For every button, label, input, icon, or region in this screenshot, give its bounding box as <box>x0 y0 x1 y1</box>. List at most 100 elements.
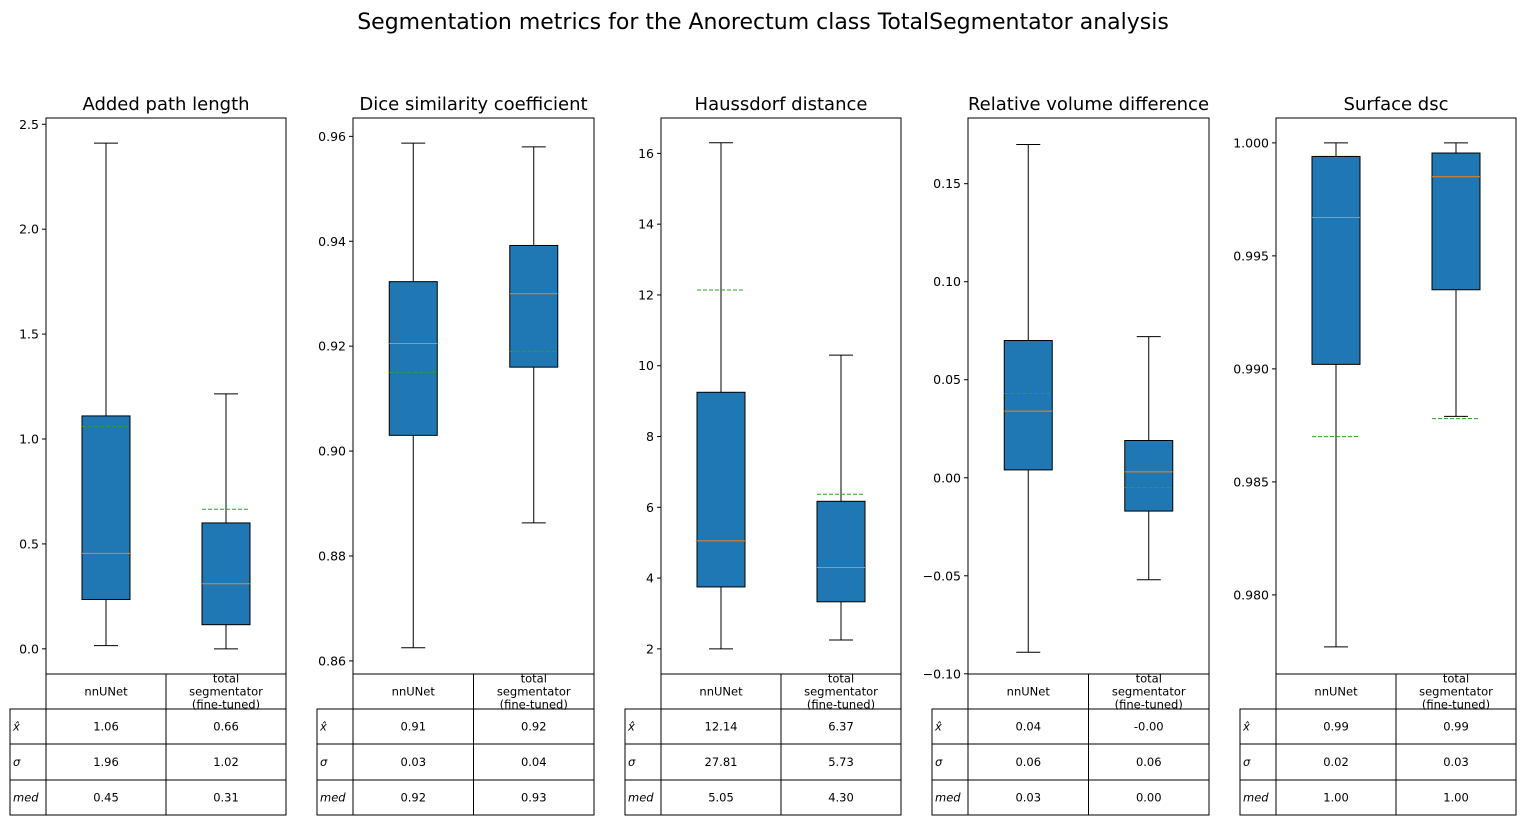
table-value: 5.73 <box>828 755 854 769</box>
column-header-line: total <box>1136 672 1162 686</box>
column-header-line: (fine-tuned) <box>500 698 568 712</box>
table-row-label: x̂ <box>12 720 20 734</box>
y-tick-label: 0.10 <box>933 274 961 289</box>
y-tick-label: 14 <box>638 217 654 232</box>
column-header-line: (fine-tuned) <box>1422 698 1490 712</box>
table-value: 0.03 <box>1015 791 1041 805</box>
table-row-label: x̂ <box>627 720 635 734</box>
box-nnunet <box>388 142 438 649</box>
iqr-box <box>81 415 131 601</box>
column-header-line: nnUNet <box>1314 685 1358 699</box>
y-tick-label: 0.0 <box>19 641 39 656</box>
column-header-line: total <box>828 672 854 686</box>
box-nnunet <box>696 142 746 650</box>
y-tick-label: 0.990 <box>1233 361 1269 376</box>
box-totalsegmentator <box>1431 142 1481 420</box>
column-header-line: segmentator <box>1112 685 1186 699</box>
table-row-label: σ <box>320 755 328 769</box>
table-column-header: total segmentator (fine-tuned) <box>804 672 878 712</box>
table-value: 0.31 <box>213 791 239 805</box>
column-header-line: nnUNet <box>1007 685 1051 699</box>
y-tick-label: 0.985 <box>1233 474 1269 489</box>
y-tick-label: 1.000 <box>1233 135 1269 150</box>
y-tick-label: 10 <box>638 358 654 373</box>
table-row-label: x̂ <box>934 720 942 734</box>
panel-2: Dice similarity coefficient 0.86 0.88 0.90 0… <box>316 94 595 816</box>
box-nnunet <box>1003 143 1053 653</box>
y-tick-label: 0.86 <box>318 653 346 668</box>
y-tick-label: 8 <box>646 429 654 444</box>
stats-table: nnUNet total segmentator (fine-tuned) x̂ 0.91… <box>316 672 595 816</box>
box-totalsegmentator <box>1124 336 1174 581</box>
table-column-header: total segmentator (fine-tuned) <box>497 672 571 712</box>
table-cell <box>1395 779 1517 816</box>
table-row-label: med <box>935 791 961 805</box>
y-tick-label: 0.94 <box>318 234 346 249</box>
iqr-box <box>1124 440 1174 512</box>
table-column-header: total segmentator (fine-tuned) <box>1419 672 1493 712</box>
table-value: 0.04 <box>1015 720 1041 734</box>
iqr-box <box>201 522 251 626</box>
iqr-box <box>1003 340 1053 471</box>
table-value: 1.00 <box>1443 791 1469 805</box>
table-value: 4.30 <box>828 791 854 805</box>
column-header-line: (fine-tuned) <box>807 698 875 712</box>
y-tick-label: 0.88 <box>318 548 346 563</box>
y-tick-label: 12 <box>638 287 654 302</box>
table-value: 0.00 <box>1136 791 1162 805</box>
table-row-label: σ <box>13 755 21 769</box>
figure-title: Segmentation metrics for the Anorectum c… <box>357 10 1169 35</box>
table-value: 0.04 <box>521 755 547 769</box>
box-totalsegmentator <box>509 146 559 524</box>
box-nnunet <box>1311 142 1361 648</box>
table-value: 0.45 <box>93 791 119 805</box>
y-tick-label: 0.980 <box>1233 587 1269 602</box>
table-value: 1.96 <box>93 755 119 769</box>
y-tick-label: 0.05 <box>933 372 961 387</box>
table-value: 12.14 <box>705 720 738 734</box>
table-row-label: med <box>320 791 346 805</box>
table-cell <box>473 779 595 816</box>
panel-4: Relative volume difference −0.10 −0.05 0.00… <box>923 94 1210 816</box>
table-value: 0.99 <box>1323 720 1349 734</box>
y-tick-label: 0.5 <box>19 536 39 551</box>
table-value: 1.00 <box>1323 791 1349 805</box>
table-value: 0.03 <box>400 755 426 769</box>
table-row-label: σ <box>628 755 636 769</box>
column-header-line: nnUNet <box>392 685 436 699</box>
column-header-line: segmentator <box>804 685 878 699</box>
iqr-box <box>1311 155 1361 365</box>
table-column-header: nnUNet <box>392 685 436 699</box>
y-tick-label: 2.5 <box>19 117 39 132</box>
column-header-line: segmentator <box>497 685 571 699</box>
y-tick-label: 0.995 <box>1233 248 1269 263</box>
table-column-header: total segmentator (fine-tuned) <box>1112 672 1186 712</box>
y-tick-label: 1.0 <box>19 432 39 447</box>
table-value: 0.02 <box>1323 755 1349 769</box>
y-tick-label: 4 <box>646 571 654 586</box>
table-column-header: nnUNet <box>1007 685 1051 699</box>
column-header-line: nnUNet <box>699 685 743 699</box>
table-row-label: x̂ <box>1242 720 1250 734</box>
column-header-line: nnUNet <box>84 685 128 699</box>
table-row-label: med <box>628 791 654 805</box>
table-value: 0.93 <box>521 791 547 805</box>
table-value: 5.05 <box>708 791 734 805</box>
table-row-label: σ <box>1243 755 1251 769</box>
y-tick-label: 0.92 <box>318 339 346 354</box>
column-header-line: (fine-tuned) <box>192 698 260 712</box>
table-row-label: med <box>13 791 39 805</box>
table-row-label: x̂ <box>319 720 327 734</box>
panel-1: Added path length 0.0 0.5 1.0 1.5 2.0 2.5 nnUNe… <box>9 94 287 816</box>
table-value: 0.92 <box>400 791 426 805</box>
panel-title: Haussdorf distance <box>695 94 868 115</box>
iqr-box <box>1431 152 1481 291</box>
table-column-header: nnUNet <box>699 685 743 699</box>
table-value: 0.91 <box>400 720 426 734</box>
table-value: 0.06 <box>1015 755 1041 769</box>
y-tick-label: 6 <box>646 500 654 515</box>
y-tick-label: 0.15 <box>933 176 961 191</box>
table-value: 0.06 <box>1136 755 1162 769</box>
stats-table: nnUNet total segmentator (fine-tuned) x̂ 1.06… <box>9 672 287 816</box>
